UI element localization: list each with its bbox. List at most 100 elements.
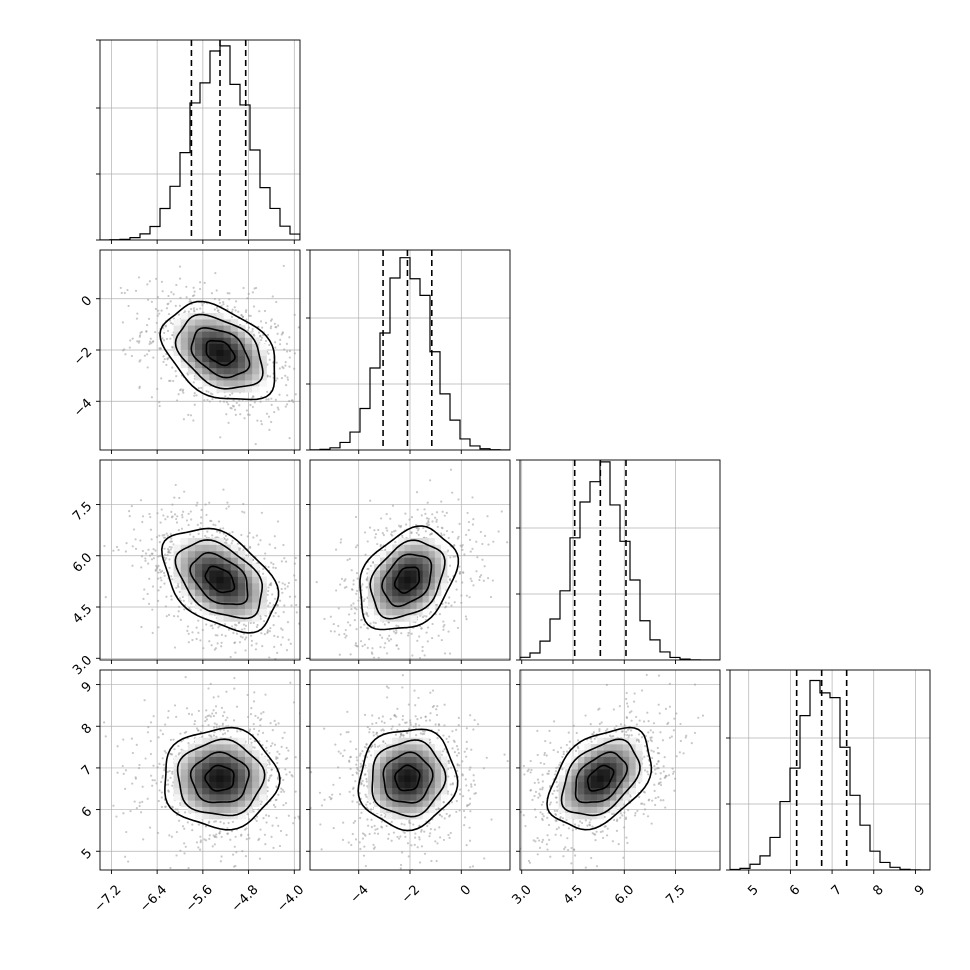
sample-point <box>141 800 144 803</box>
density-cell <box>209 319 217 326</box>
sample-point <box>455 754 459 757</box>
sample-point <box>247 833 250 837</box>
density-cell <box>245 343 253 350</box>
sample-point <box>273 645 276 648</box>
sample-point <box>363 643 366 646</box>
sample-point <box>385 685 388 688</box>
sample-point <box>362 854 366 857</box>
sample-point <box>354 515 358 519</box>
sample-point <box>339 752 342 755</box>
sample-point <box>469 797 472 800</box>
sample-point <box>242 665 244 667</box>
sample-point <box>252 621 255 624</box>
density-cell <box>230 775 239 782</box>
sample-point <box>463 816 467 819</box>
sample-point <box>260 718 263 721</box>
sample-point <box>266 363 269 366</box>
density-cell <box>195 595 203 603</box>
sample-point <box>286 621 290 624</box>
sample-point <box>231 404 234 407</box>
sample-point <box>456 748 460 751</box>
sample-point <box>469 550 472 553</box>
density-cell <box>422 576 430 584</box>
density-cell <box>180 563 189 571</box>
density-cell <box>195 325 203 332</box>
sample-point <box>164 605 167 608</box>
sample-point <box>150 396 153 399</box>
density-cell <box>202 361 210 369</box>
sample-point <box>385 696 389 699</box>
sample-point <box>144 552 148 555</box>
sample-point <box>144 557 147 560</box>
sample-point <box>264 842 267 846</box>
sample-point <box>131 751 134 755</box>
sample-point <box>183 827 186 830</box>
sample-point <box>335 589 338 592</box>
sample-point <box>366 626 369 630</box>
sample-point <box>216 634 219 637</box>
density-cell <box>195 768 203 776</box>
sample-point <box>200 516 203 519</box>
density-cell <box>367 602 375 609</box>
density-cell <box>202 537 210 545</box>
y-tick-label: 7 <box>79 763 95 779</box>
sample-point <box>150 342 153 345</box>
density-cell <box>252 563 260 571</box>
sample-point <box>269 582 273 585</box>
sample-point <box>221 724 224 727</box>
density-cell <box>230 589 239 597</box>
sample-point <box>392 831 396 834</box>
density-cell <box>195 756 203 764</box>
sample-point <box>162 327 165 330</box>
sample-point <box>461 548 464 552</box>
sample-point <box>235 705 239 708</box>
density-cell <box>398 563 405 571</box>
sample-point <box>466 805 469 808</box>
sample-point <box>274 657 277 660</box>
sample-point <box>364 864 367 868</box>
sample-point <box>208 400 211 403</box>
sample-point <box>180 527 184 530</box>
density-cell <box>428 582 436 590</box>
sample-point <box>146 366 149 369</box>
density-cell <box>209 355 217 363</box>
sample-point <box>243 417 246 420</box>
sample-point <box>219 436 222 439</box>
sample-point <box>227 403 230 406</box>
sample-point <box>213 843 216 846</box>
sample-point <box>293 367 296 370</box>
sample-point <box>257 808 260 811</box>
sample-point <box>149 515 152 519</box>
sample-point <box>259 334 262 337</box>
density-cell <box>195 781 203 789</box>
sample-point <box>468 596 471 599</box>
sample-point <box>122 772 125 775</box>
sample-point <box>506 541 509 544</box>
sample-point <box>435 808 438 811</box>
density-cell <box>245 595 253 603</box>
sample-point <box>349 740 352 743</box>
density-cell <box>245 781 253 789</box>
sample-point <box>210 644 213 647</box>
sample-point <box>219 830 222 833</box>
sample-point <box>165 363 168 367</box>
sample-point <box>270 774 273 777</box>
sample-point <box>401 686 404 689</box>
sample-point <box>254 286 258 290</box>
density-cell <box>173 570 182 577</box>
sample-point <box>224 634 227 637</box>
sample-point <box>160 805 164 809</box>
sample-point <box>182 418 185 421</box>
density-cell <box>245 589 253 597</box>
sample-point <box>192 307 195 310</box>
sample-point <box>176 615 180 618</box>
sample-point <box>191 631 194 634</box>
density-cell <box>195 367 203 375</box>
sample-point <box>354 546 358 549</box>
sample-point <box>455 588 458 591</box>
sample-point <box>172 293 175 296</box>
sample-point <box>147 548 150 551</box>
sample-point <box>241 636 244 639</box>
sample-point <box>443 817 446 820</box>
density-cell <box>216 576 224 584</box>
